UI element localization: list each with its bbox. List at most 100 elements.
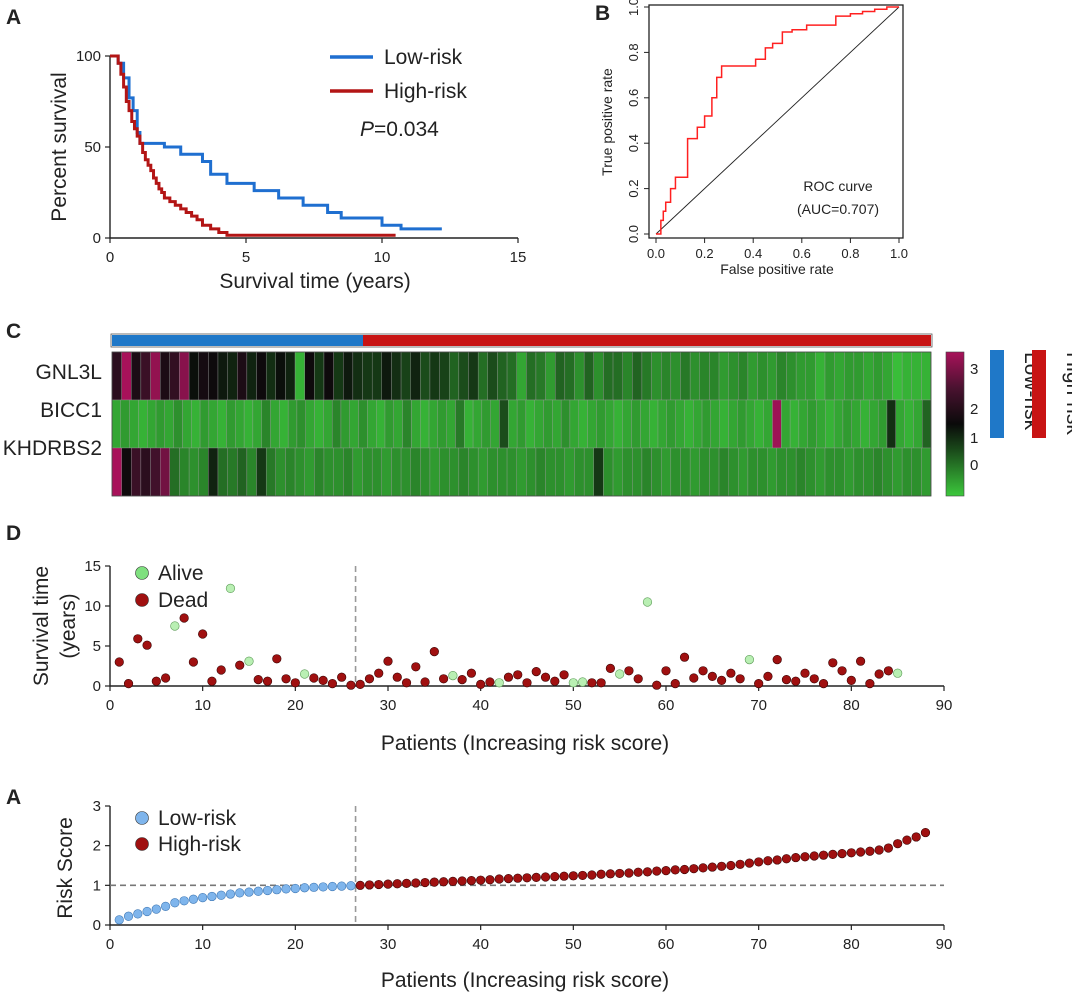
risk-point-high bbox=[828, 849, 838, 859]
heatmap-cell bbox=[188, 351, 199, 401]
survival-point-dead bbox=[476, 679, 486, 690]
heatmap-cell bbox=[429, 351, 440, 401]
heatmap-cell bbox=[487, 447, 498, 497]
heatmap-cell bbox=[173, 399, 183, 449]
heatmap-cell bbox=[670, 447, 681, 497]
survival-point-dead bbox=[309, 673, 319, 683]
risk-point-high bbox=[689, 864, 699, 874]
heatmap-cell bbox=[120, 399, 130, 449]
risk-point-high bbox=[716, 861, 727, 871]
heatmap-cell bbox=[613, 399, 623, 449]
heatmap-cell bbox=[747, 351, 758, 401]
panel-letter-a: A bbox=[6, 6, 21, 29]
risk-point-high bbox=[605, 869, 616, 879]
heatmap-cell bbox=[593, 447, 604, 497]
heatmap-cell bbox=[738, 447, 749, 497]
risk-point-high bbox=[809, 851, 819, 861]
survival-x-tick-label: 80 bbox=[843, 697, 860, 714]
heatmap-cell bbox=[371, 351, 382, 401]
heatmap-cell bbox=[179, 447, 190, 497]
heatmap-cell bbox=[670, 351, 681, 401]
survival-point-dead bbox=[281, 674, 291, 684]
risk-point-high bbox=[818, 850, 829, 860]
risk-point-low bbox=[114, 915, 124, 925]
heatmap-cell bbox=[574, 351, 585, 401]
risk-x-tick-label: 20 bbox=[287, 936, 304, 953]
risk-x-tick-label: 70 bbox=[750, 936, 767, 953]
survival-point-dead bbox=[670, 678, 680, 689]
heatmap-cell bbox=[391, 351, 402, 401]
risk-point-high bbox=[457, 876, 467, 886]
heatmap-cell bbox=[160, 351, 170, 401]
survival-y-axis-units: (years) bbox=[57, 593, 80, 658]
heatmap-cell bbox=[680, 447, 691, 497]
risk-point-low bbox=[318, 882, 328, 892]
risk-point-high bbox=[911, 832, 921, 842]
risk-point-low bbox=[300, 883, 310, 893]
heatmap-cell bbox=[506, 351, 517, 401]
km-curve-high-risk bbox=[110, 54, 396, 237]
heatmap-cell bbox=[710, 399, 720, 449]
heatmap-cell bbox=[477, 447, 488, 497]
risk-point-high bbox=[633, 867, 643, 877]
panel-letter-d: D bbox=[6, 522, 21, 545]
roc-auc-label: (AUC=0.707) bbox=[797, 201, 879, 217]
heatmap-cell bbox=[689, 351, 700, 401]
heatmap-cell bbox=[285, 351, 296, 401]
heatmap-cell bbox=[138, 399, 148, 449]
survival-point-dead bbox=[698, 666, 708, 676]
panel-letter-c: C bbox=[6, 320, 21, 343]
survival-point-dead bbox=[420, 677, 430, 687]
survival-point-dead bbox=[439, 674, 449, 684]
heatmap-cell bbox=[446, 399, 456, 449]
risk-point-low bbox=[337, 881, 347, 891]
heatmap-cell bbox=[400, 351, 411, 401]
heatmap-cell bbox=[449, 351, 460, 401]
survival-point-dead bbox=[522, 678, 532, 688]
heatmap-cell bbox=[131, 351, 142, 401]
heatmap-cell bbox=[526, 351, 537, 401]
heatmap-cell bbox=[285, 447, 296, 497]
heatmap-cell bbox=[208, 351, 219, 401]
km-p-number: =0.034 bbox=[374, 118, 439, 141]
heatmap-cell bbox=[921, 351, 932, 401]
risk-point-high bbox=[855, 847, 866, 857]
heatmap-cell bbox=[901, 351, 912, 401]
risk-legend-high-label: High-risk bbox=[158, 833, 241, 856]
heatmap-cell bbox=[275, 351, 286, 401]
heatmap-cell bbox=[853, 351, 864, 401]
survival-x-tick-label: 70 bbox=[750, 697, 767, 714]
risk-point-high bbox=[577, 870, 588, 881]
survival-point-dead bbox=[772, 654, 782, 665]
risk-point-high bbox=[568, 871, 578, 881]
heatmap-row-label-khdrbs2: KHDRBS2 bbox=[3, 437, 102, 460]
heatmap-cell bbox=[651, 447, 662, 497]
heatmap-cell bbox=[844, 447, 855, 497]
risk-point-high bbox=[531, 872, 541, 883]
heatmap-cell bbox=[314, 351, 325, 401]
survival-x-tick-label: 90 bbox=[936, 697, 953, 714]
survival-axes bbox=[109, 566, 944, 687]
heatmap-cell bbox=[543, 399, 553, 449]
roc-x-tick-label: 0.0 bbox=[647, 246, 665, 261]
heatmap-row-label-gnl3l: GNL3L bbox=[35, 361, 102, 384]
survival-point-dead bbox=[503, 672, 514, 682]
heatmap-cell bbox=[294, 447, 305, 497]
heatmap-cell bbox=[314, 399, 324, 449]
heatmap-cell bbox=[863, 447, 874, 497]
survival-point-dead bbox=[661, 666, 671, 676]
heatmap-cell bbox=[757, 447, 768, 497]
survival-point-dead bbox=[466, 668, 477, 678]
heatmap-cell bbox=[256, 447, 267, 497]
heatmap-cell bbox=[410, 351, 421, 401]
heatmap-cell bbox=[844, 351, 855, 401]
roc-x-tick-label: 1.0 bbox=[890, 246, 908, 261]
heatmap-cell bbox=[877, 399, 888, 449]
survival-y-axis-label: Survival time bbox=[30, 566, 53, 686]
km-curves bbox=[110, 54, 442, 237]
survival-point-dead bbox=[559, 670, 569, 680]
risk-point-high bbox=[439, 877, 449, 887]
heatmap-cell bbox=[129, 399, 139, 449]
risk-point-high bbox=[800, 852, 810, 862]
risk-point-high bbox=[429, 877, 439, 887]
